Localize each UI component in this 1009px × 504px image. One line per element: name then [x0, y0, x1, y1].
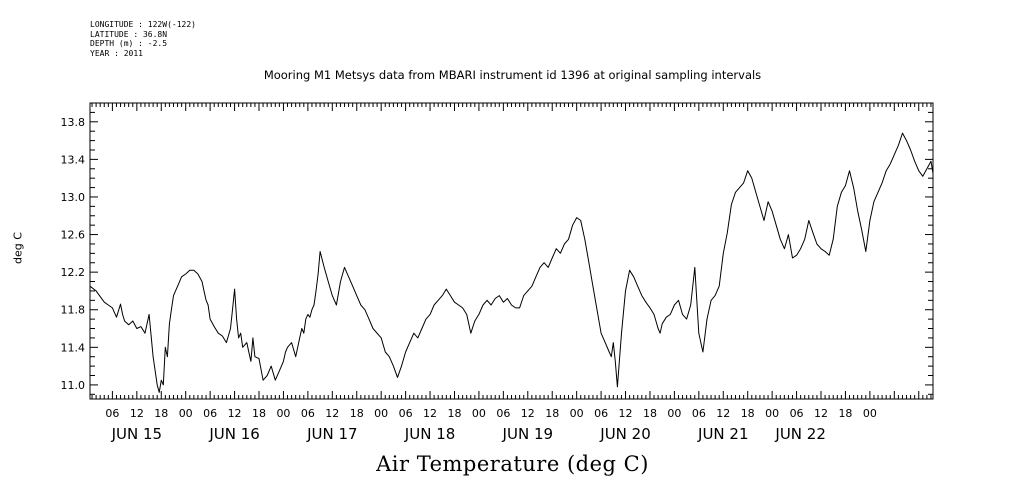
x-day-label: JUN 22 [774, 425, 825, 443]
x-axis-title: Air Temperature (deg C) [376, 452, 649, 476]
x-axis: 06 12 18 00 06 12 18 00 06 12 18 00 06 12 18 00 06 12 18 00… [91, 103, 932, 443]
x-hour-tick-label: 06 [301, 407, 315, 420]
depth-text: DEPTH (m) : -2.5 [90, 39, 168, 49]
x-day-label: JUN 15 [111, 425, 162, 443]
plot-title: Mooring M1 Metsys data from MBARI instru… [263, 68, 762, 82]
x-day-label: JUN 21 [697, 425, 748, 443]
x-hour-tick-label: 12 [521, 407, 535, 420]
x-hour-tick-label: 00 [374, 407, 388, 420]
x-hour-tick-label: 06 [790, 407, 804, 420]
x-hour-tick-label: 18 [350, 407, 364, 420]
x-hour-tick-label: 00 [276, 407, 290, 420]
x-hour-tick-label: 12 [814, 407, 828, 420]
y-tick-label: 13.4 [61, 153, 86, 166]
plot-frame [89, 102, 934, 400]
x-hour-tick-label: 06 [399, 407, 413, 420]
x-day-label: JUN 18 [404, 425, 455, 443]
x-hour-tick-label: 18 [545, 407, 559, 420]
metadata-block: LONGITUDE : 122W(-122) LATITUDE : 36.8N … [90, 20, 196, 58]
x-day-label: JUN 19 [502, 425, 553, 443]
x-hour-tick-label: 18 [643, 407, 657, 420]
x-day-label: JUN 16 [208, 425, 259, 443]
x-hour-tick-label: 00 [472, 407, 486, 420]
x-hour-tick-label: 18 [154, 407, 168, 420]
x-hour-tick-label: 00 [570, 407, 584, 420]
y-tick-label: 11.4 [61, 341, 86, 354]
longitude-text: LONGITUDE : 122W(-122) [90, 20, 196, 29]
y-tick-label: 11.8 [61, 304, 86, 317]
x-hour-tick-label: 12 [130, 407, 144, 420]
y-tick-label: 12.6 [61, 229, 86, 242]
y-tick-label: 13.8 [61, 116, 86, 129]
x-hour-tick-label: 00 [667, 407, 681, 420]
y-tick-label: 13.0 [61, 191, 86, 204]
x-hour-tick-label: 06 [203, 407, 217, 420]
year-text: YEAR : 2011 [90, 48, 143, 58]
x-hour-tick-label: 00 [765, 407, 779, 420]
x-day-label: JUN 20 [599, 425, 650, 443]
x-hour-tick-label: 12 [228, 407, 242, 420]
x-hour-tick-label: 18 [838, 407, 852, 420]
x-hour-tick-label: 18 [447, 407, 461, 420]
x-hour-tick-label: 12 [423, 407, 437, 420]
x-hour-tick-label: 06 [105, 407, 119, 420]
x-hour-tick-label: 06 [594, 407, 608, 420]
latitude-text: LATITUDE : 36.8N [90, 29, 168, 39]
x-hour-tick-label: 06 [692, 407, 706, 420]
x-hour-tick-label: 00 [179, 407, 193, 420]
x-hour-tick-label: 12 [716, 407, 730, 420]
y-axis: 11.0 11.4 11.8 12.2 12.6 13.0 13.4 13.8 [61, 102, 933, 395]
x-hour-tick-label: 12 [619, 407, 633, 420]
x-hour-tick-label: 18 [741, 407, 755, 420]
x-hour-tick-label: 18 [252, 407, 266, 420]
y-tick-label: 12.2 [61, 266, 86, 279]
air-temperature-series-line [89, 132, 934, 393]
x-hour-tick-label: 06 [496, 407, 510, 420]
y-tick-label: 11.0 [61, 379, 86, 392]
x-hour-tick-label: 12 [325, 407, 339, 420]
x-day-label: JUN 17 [306, 425, 357, 443]
x-hour-tick-label: 00 [863, 407, 877, 420]
